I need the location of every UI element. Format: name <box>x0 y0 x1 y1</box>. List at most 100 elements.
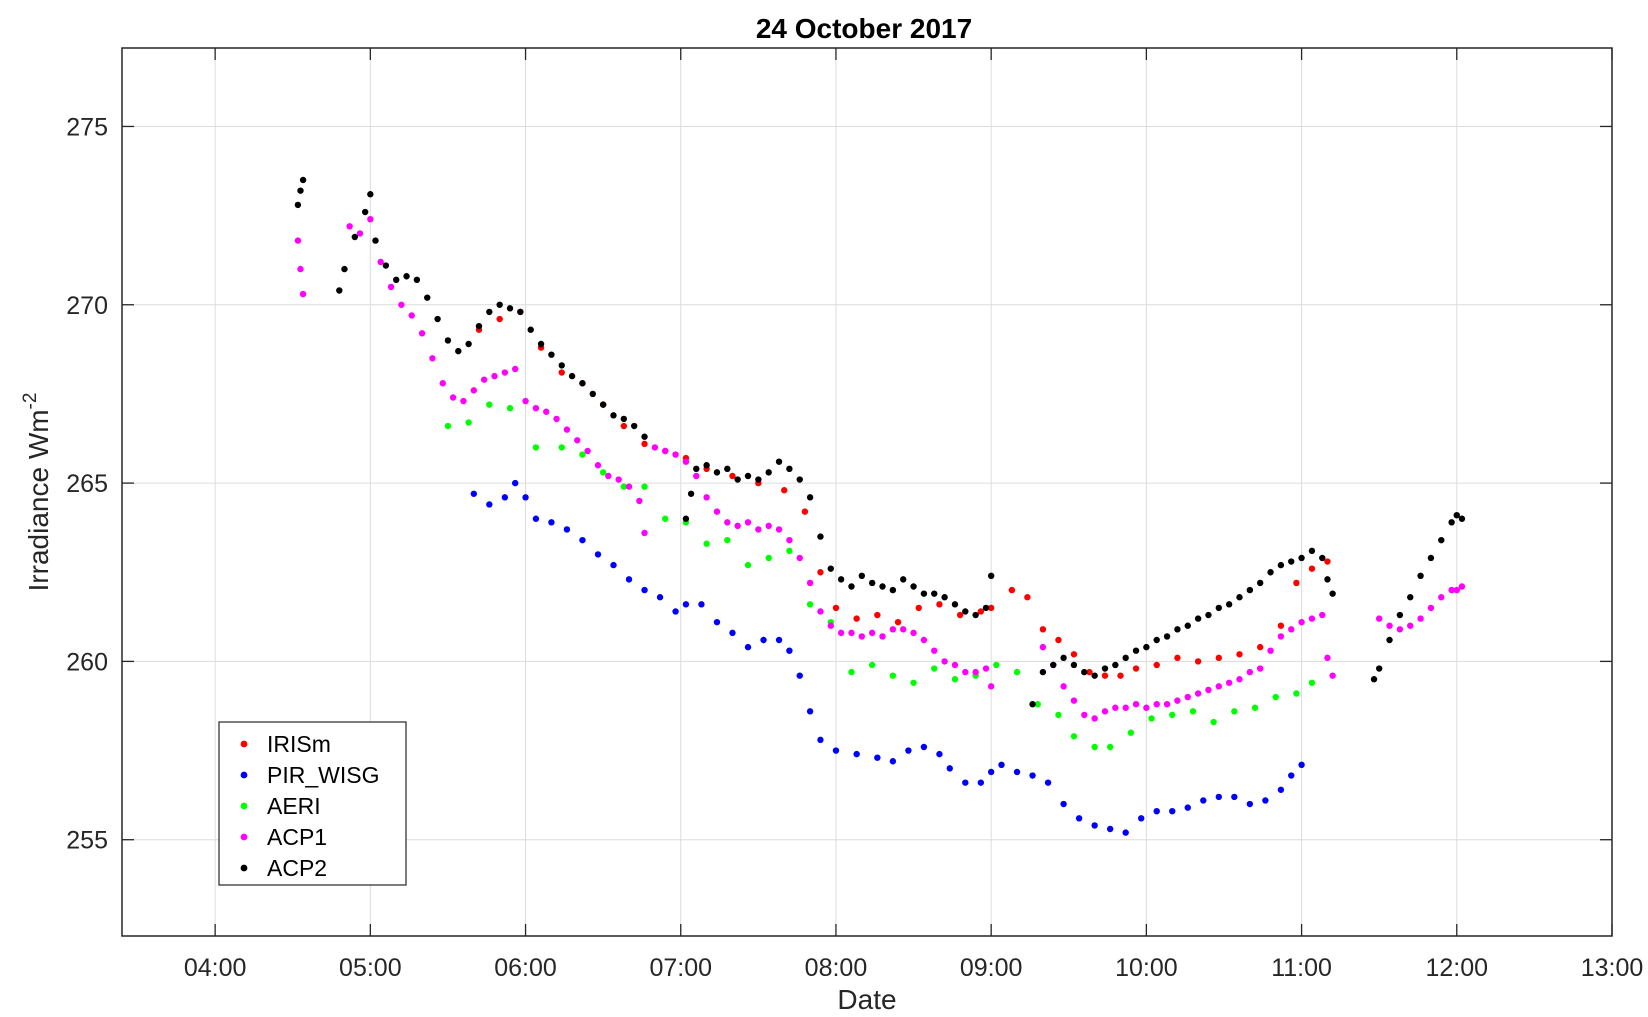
point-acp2 <box>382 262 390 269</box>
point-acp1 <box>625 483 633 490</box>
series-irism <box>475 308 1331 679</box>
point-acp1 <box>1256 665 1264 672</box>
y-tick-label: 270 <box>66 292 108 320</box>
point-acp1 <box>594 462 602 469</box>
point-acp2 <box>837 576 845 583</box>
point-acp2 <box>1174 626 1181 633</box>
point-pir-wisg <box>486 501 493 508</box>
point-irism <box>1256 643 1264 651</box>
point-acp1 <box>1122 704 1129 711</box>
x-tick-label: 10:00 <box>1115 954 1178 982</box>
point-aeri <box>532 444 540 451</box>
point-acp2 <box>868 579 876 587</box>
y-axis-label-text: Irradiance Wm <box>23 409 54 591</box>
point-aeri <box>1189 708 1197 715</box>
point-irism <box>1236 651 1243 658</box>
point-aeri <box>486 401 493 408</box>
point-pir-wisg <box>832 747 840 754</box>
point-aeri <box>558 444 565 451</box>
point-acp1 <box>806 579 814 587</box>
point-acp1 <box>470 387 478 394</box>
point-irism <box>1039 626 1047 633</box>
point-aeri <box>951 676 959 683</box>
point-acp1 <box>920 636 928 644</box>
point-pir-wisg <box>786 647 793 654</box>
point-acp1 <box>796 554 803 562</box>
point-acp2 <box>1163 633 1171 640</box>
point-pir-wisg <box>977 779 985 786</box>
x-tick-label: 06:00 <box>494 954 557 982</box>
point-acp2 <box>367 191 374 198</box>
point-acp1 <box>1329 672 1336 679</box>
point-aeri <box>1169 711 1176 719</box>
point-acp2 <box>475 322 483 330</box>
point-acp1 <box>1143 704 1150 711</box>
point-irism <box>1024 594 1031 601</box>
point-acp1 <box>651 444 659 451</box>
point-acp2 <box>1417 572 1424 580</box>
point-acp2 <box>1427 554 1435 562</box>
point-aeri <box>1013 668 1021 676</box>
point-pir-wisg <box>522 494 529 501</box>
point-aeri <box>744 561 752 569</box>
y-axis-label: Irradiance Wm-2 <box>20 393 54 592</box>
point-acp2 <box>465 340 472 348</box>
point-acp1 <box>1070 697 1078 704</box>
point-aeri <box>1148 715 1155 722</box>
point-pir-wisg <box>1288 772 1295 779</box>
point-pir-wisg <box>1044 779 1052 786</box>
x-tick-label: 04:00 <box>184 954 247 982</box>
point-acp1 <box>299 290 307 298</box>
point-acp2 <box>941 594 948 601</box>
point-acp1 <box>951 661 959 669</box>
point-acp1 <box>817 608 824 615</box>
point-acp1 <box>408 312 415 319</box>
point-acp1 <box>1448 586 1455 594</box>
point-acp1 <box>429 355 436 362</box>
point-aeri <box>662 515 669 522</box>
x-tick-label: 13:00 <box>1581 954 1644 982</box>
point-acp2 <box>568 372 576 380</box>
point-acp2 <box>972 611 979 619</box>
point-acp2 <box>713 469 721 476</box>
point-acp2 <box>1277 561 1285 569</box>
point-pir-wisg <box>594 551 602 558</box>
point-irism <box>496 315 503 323</box>
point-acp2 <box>1246 586 1254 594</box>
legend-label-acp2: ACP2 <box>267 855 327 881</box>
point-acp1 <box>1163 700 1171 708</box>
point-irism <box>987 604 995 612</box>
point-acp1 <box>501 369 509 376</box>
series-acp2 <box>294 176 1466 708</box>
point-pir-wisg <box>672 608 679 615</box>
data-series <box>294 176 1466 836</box>
point-irism <box>1277 622 1285 629</box>
point-acp2 <box>724 465 731 473</box>
point-acp2 <box>1029 700 1036 708</box>
point-acp1 <box>605 472 612 480</box>
point-acp1 <box>297 265 304 273</box>
point-irism <box>817 569 824 576</box>
point-acp1 <box>1308 615 1316 622</box>
point-irism <box>620 422 628 430</box>
point-irism <box>956 611 964 619</box>
point-acp1 <box>724 519 731 526</box>
point-acp1 <box>1205 686 1212 694</box>
x-tick-label: 11:00 <box>1271 954 1332 982</box>
point-pir-wisg <box>532 515 540 522</box>
point-acp2 <box>537 340 545 348</box>
point-acp1 <box>786 536 793 544</box>
point-acp1 <box>775 526 783 533</box>
point-acp2 <box>1267 569 1274 576</box>
point-acp2 <box>1370 676 1378 683</box>
point-aeri <box>1127 729 1135 736</box>
point-acp2 <box>827 565 834 572</box>
point-acp1 <box>1453 586 1460 594</box>
point-aeri <box>599 469 607 476</box>
point-acp1 <box>1101 708 1109 715</box>
point-irism <box>915 604 922 612</box>
point-acp1 <box>641 529 648 537</box>
legend-marker-pir-wisg <box>240 771 248 779</box>
point-pir-wisg <box>1138 815 1145 822</box>
point-pir-wisg <box>920 743 928 751</box>
